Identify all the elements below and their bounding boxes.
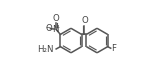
Text: O: O: [46, 24, 53, 33]
Text: +: +: [55, 25, 60, 30]
Text: H₂N: H₂N: [37, 45, 54, 54]
Text: N: N: [53, 25, 59, 34]
Text: O: O: [52, 13, 59, 23]
Text: O: O: [81, 16, 88, 25]
Text: F: F: [112, 44, 117, 53]
Text: −: −: [46, 25, 51, 30]
